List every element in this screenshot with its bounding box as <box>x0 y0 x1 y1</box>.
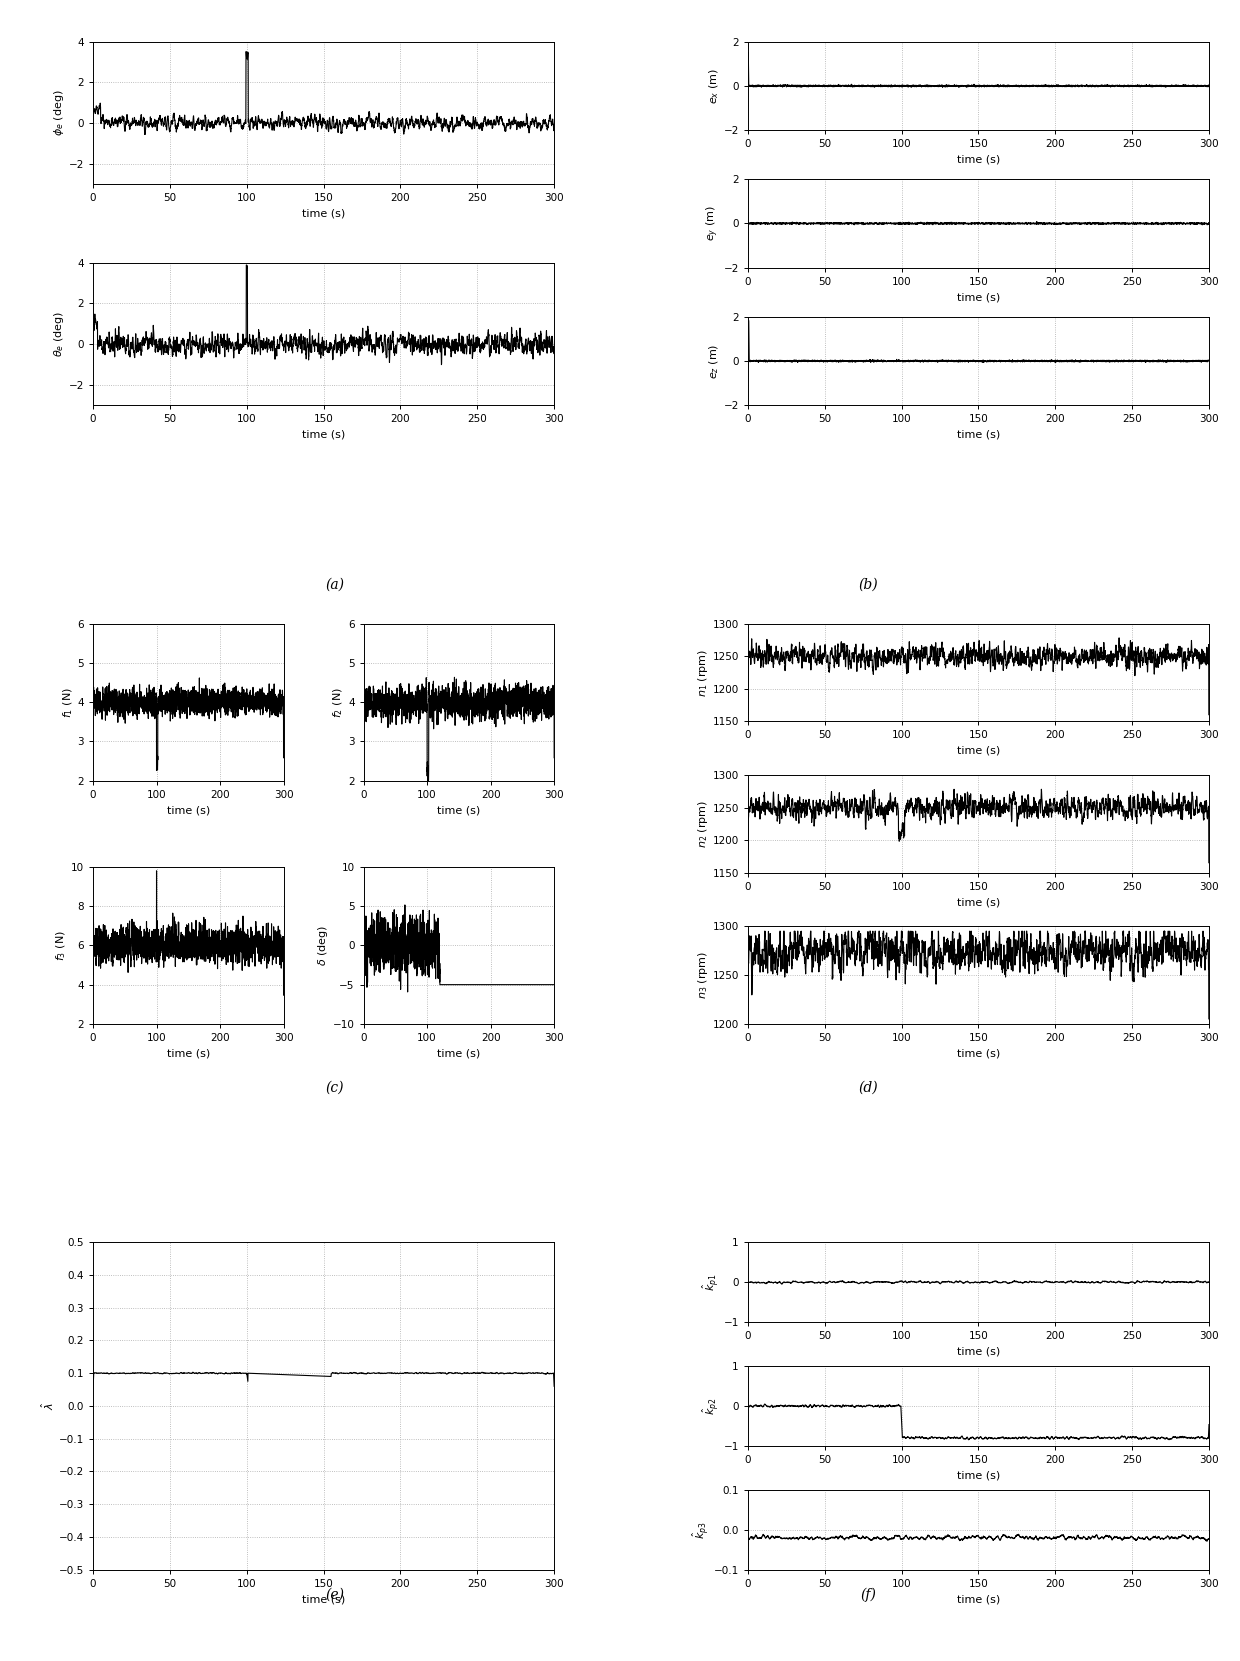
X-axis label: time (s): time (s) <box>957 1470 999 1480</box>
Y-axis label: $\delta$ (deg): $\delta$ (deg) <box>316 925 330 967</box>
Y-axis label: $\hat{\lambda}$: $\hat{\lambda}$ <box>40 1402 56 1410</box>
Y-axis label: $\theta_e$ (deg): $\theta_e$ (deg) <box>52 311 66 357</box>
X-axis label: time (s): time (s) <box>303 430 345 440</box>
X-axis label: time (s): time (s) <box>303 1595 345 1605</box>
X-axis label: time (s): time (s) <box>957 154 999 164</box>
Text: (b): (b) <box>858 578 878 591</box>
Y-axis label: $e_z$ (m): $e_z$ (m) <box>707 344 720 379</box>
Text: (d): (d) <box>858 1081 878 1095</box>
X-axis label: time (s): time (s) <box>957 746 999 756</box>
X-axis label: time (s): time (s) <box>166 1048 210 1058</box>
X-axis label: time (s): time (s) <box>957 430 999 440</box>
Y-axis label: $f_3$ (N): $f_3$ (N) <box>55 930 68 960</box>
Y-axis label: $\hat{k}_{p3}$: $\hat{k}_{p3}$ <box>689 1521 711 1538</box>
Text: (e): (e) <box>325 1588 345 1601</box>
X-axis label: time (s): time (s) <box>957 292 999 302</box>
X-axis label: time (s): time (s) <box>166 806 210 816</box>
X-axis label: time (s): time (s) <box>957 1347 999 1357</box>
X-axis label: time (s): time (s) <box>957 1048 999 1058</box>
Y-axis label: $\hat{k}_{p2}$: $\hat{k}_{p2}$ <box>699 1397 720 1415</box>
Text: (f): (f) <box>861 1588 875 1601</box>
X-axis label: time (s): time (s) <box>438 806 481 816</box>
Text: (c): (c) <box>326 1081 343 1095</box>
X-axis label: time (s): time (s) <box>957 1595 999 1605</box>
Y-axis label: $f_1$ (N): $f_1$ (N) <box>61 686 74 718</box>
Y-axis label: $e_x$ (m): $e_x$ (m) <box>707 68 720 105</box>
Y-axis label: $n_3$ (rpm): $n_3$ (rpm) <box>696 952 709 1000</box>
Y-axis label: $n_1$ (rpm): $n_1$ (rpm) <box>696 648 709 696</box>
Y-axis label: $f_2$ (N): $f_2$ (N) <box>331 686 345 718</box>
X-axis label: time (s): time (s) <box>438 1048 481 1058</box>
Y-axis label: $\hat{k}_{p1}$: $\hat{k}_{p1}$ <box>699 1274 720 1291</box>
Y-axis label: $e_y$ (m): $e_y$ (m) <box>704 206 720 241</box>
X-axis label: time (s): time (s) <box>303 209 345 219</box>
Y-axis label: $\phi_e$ (deg): $\phi_e$ (deg) <box>52 90 66 136</box>
X-axis label: time (s): time (s) <box>957 897 999 907</box>
Text: (a): (a) <box>325 578 345 591</box>
Y-axis label: $n_2$ (rpm): $n_2$ (rpm) <box>696 799 709 847</box>
